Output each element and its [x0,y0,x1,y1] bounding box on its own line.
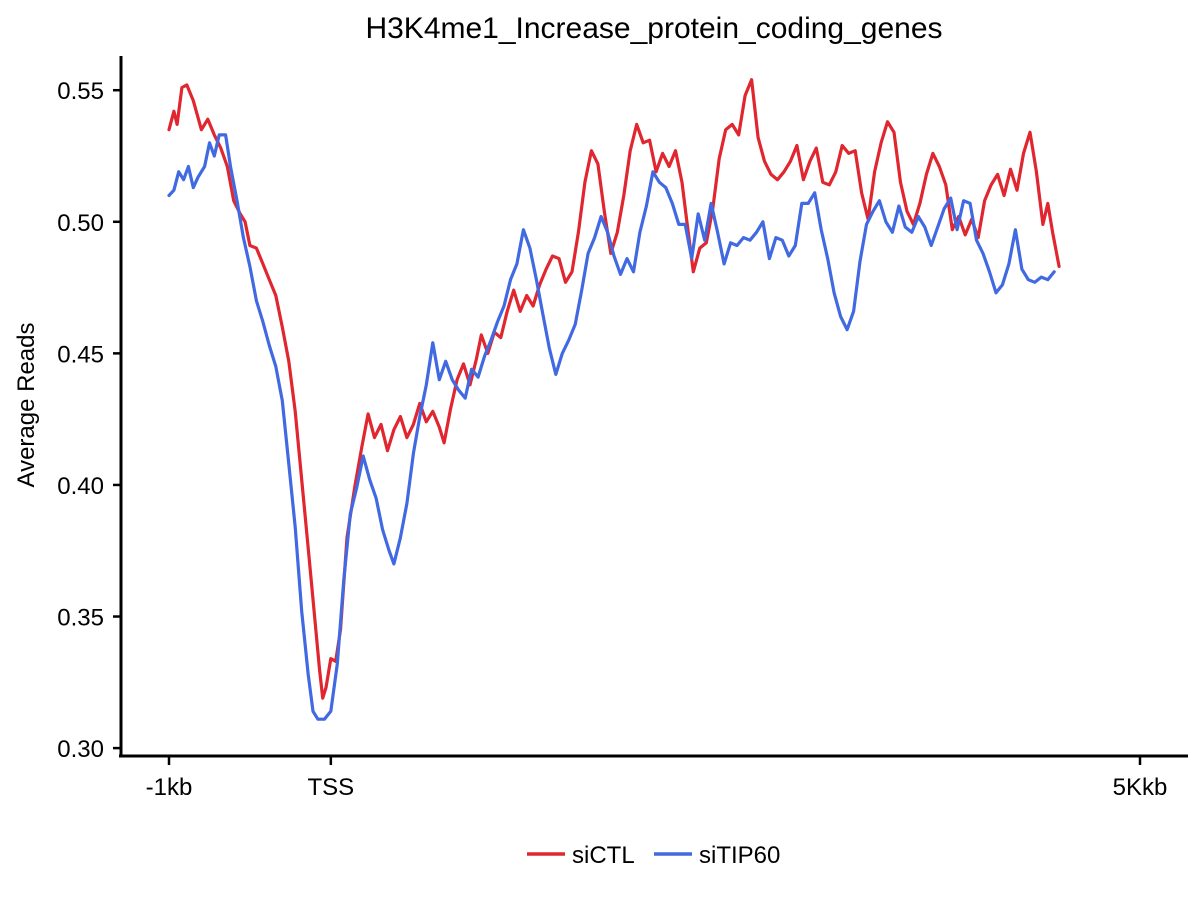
chart-title: H3K4me1_Increase_protein_coding_genes [365,12,942,45]
x-tick-label: -1kb [146,774,193,801]
y-tick-label: 0.35 [57,605,104,632]
y-tick-label: 0.40 [57,473,104,500]
legend: siCTL siTIP60 [527,842,780,869]
legend-label-sitip60: siTIP60 [699,842,780,869]
x-tick-label: 5Kkb [1113,774,1168,801]
legend-label-sictl: siCTL [572,842,635,869]
axes-layer [119,56,1188,758]
series-line-sitip60 [167,133,1056,721]
ticks-layer: 0.30 0.35 0.40 0.45 0.50 0.55 -1kb TSS 5Kkb [57,78,1167,801]
y-tick-label: 0.50 [57,210,104,237]
x-tick-label: TSS [307,774,354,801]
series-layer [167,78,1061,721]
y-tick-label: 0.30 [57,736,104,763]
y-axis-label: Average Reads [13,323,40,488]
y-tick-label: 0.45 [57,341,104,368]
y-tick-label: 0.55 [57,78,104,105]
series-line-sictl [167,78,1061,700]
